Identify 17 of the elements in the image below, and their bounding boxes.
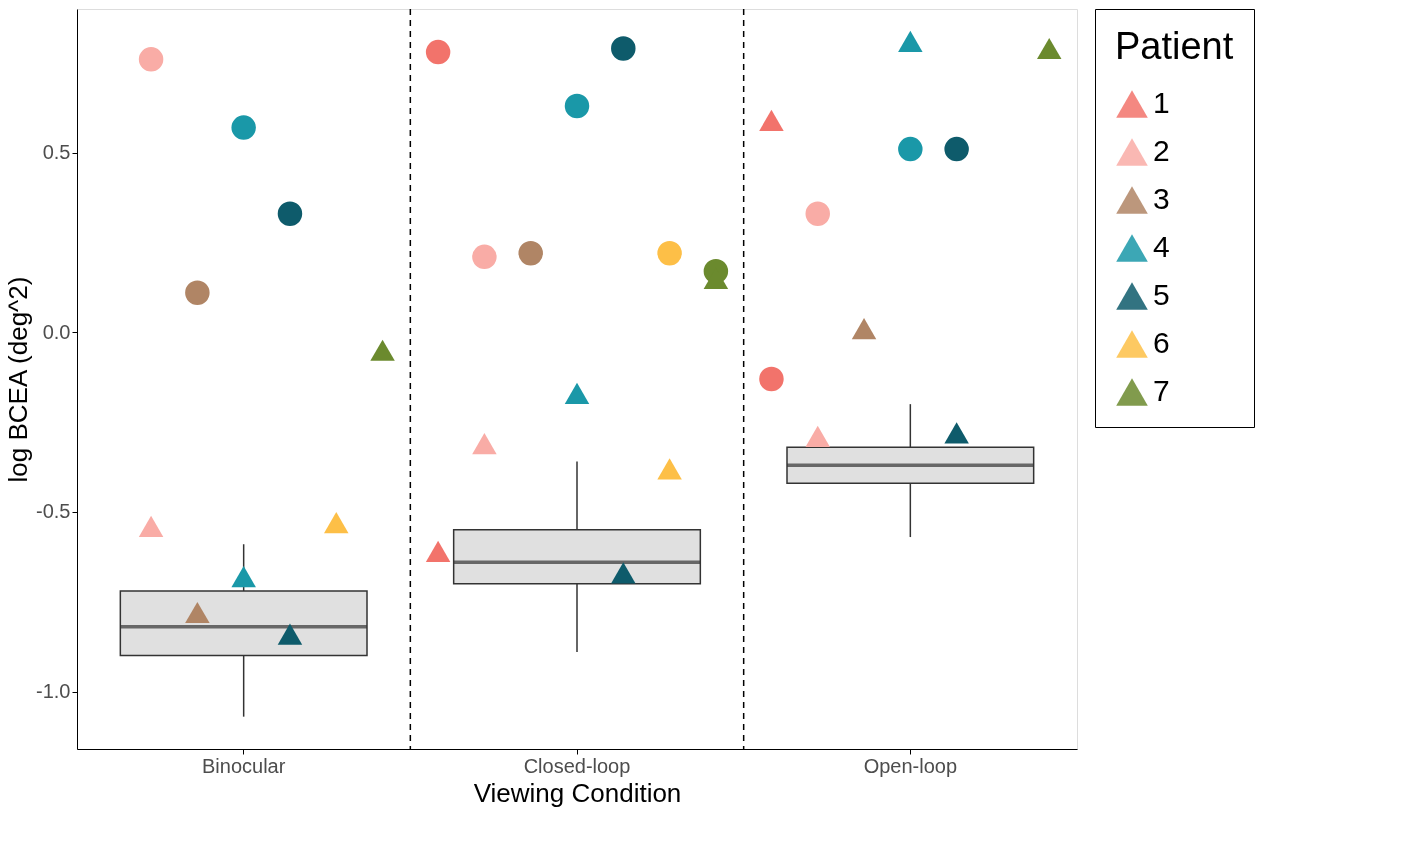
- legend-label: 6: [1153, 326, 1170, 359]
- legend-label: 2: [1153, 134, 1170, 167]
- x-tick-label: Open-loop: [863, 754, 958, 777]
- y-axis-title: log BCEA (deg^2): [3, 276, 34, 483]
- x-axis-title: Viewing Condition: [473, 777, 682, 808]
- legend-label: 3: [1153, 182, 1170, 215]
- y-tick-label: 0.5: [42, 141, 71, 164]
- y-tick-label: 0.0: [42, 320, 71, 343]
- x-tick-label: Binocular: [201, 754, 286, 777]
- legend-label: 7: [1153, 374, 1170, 407]
- x-tick-label: Closed-loop: [523, 754, 631, 777]
- legend-label: 1: [1153, 86, 1170, 119]
- legend-title: Patient: [1115, 25, 1234, 67]
- legend-label: 4: [1153, 230, 1170, 263]
- legend-label: 5: [1153, 278, 1170, 311]
- y-tick-label: -1.0: [36, 680, 71, 703]
- y-tick-label: -0.5: [36, 500, 71, 523]
